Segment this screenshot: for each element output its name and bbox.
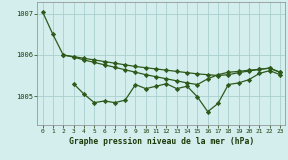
X-axis label: Graphe pression niveau de la mer (hPa): Graphe pression niveau de la mer (hPa) [69,137,254,146]
